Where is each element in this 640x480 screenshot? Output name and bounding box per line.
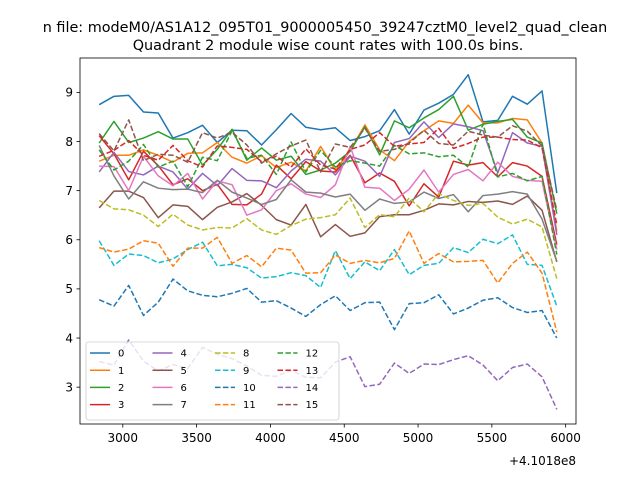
legend-label-1: 1 bbox=[118, 366, 124, 377]
chart-title: Quadrant 2 module wise count rates with … bbox=[133, 38, 524, 54]
y-tick-label: 4 bbox=[65, 331, 73, 345]
legend-label-7: 7 bbox=[181, 400, 187, 411]
legend-label-15: 15 bbox=[306, 400, 319, 411]
legend-label-11: 11 bbox=[243, 400, 256, 411]
x-tick-label: 5500 bbox=[477, 431, 508, 445]
series-line-15 bbox=[98, 119, 558, 211]
x-tick-label: 5000 bbox=[403, 431, 434, 445]
x-tick-label: 3500 bbox=[181, 431, 212, 445]
x-axis-offset-label: +4.1018e8 bbox=[509, 454, 576, 468]
series-line-10 bbox=[98, 278, 558, 339]
series-line-5 bbox=[98, 190, 558, 263]
x-tick-label: 6000 bbox=[550, 431, 581, 445]
x-tick-label: 4000 bbox=[255, 431, 286, 445]
y-tick-label: 3 bbox=[65, 380, 73, 394]
series-line-2 bbox=[98, 95, 558, 214]
series-line-7 bbox=[98, 145, 558, 262]
y-tick-label: 6 bbox=[65, 233, 73, 247]
legend-label-13: 13 bbox=[306, 366, 319, 377]
legend-frame bbox=[85, 341, 340, 421]
series-line-0 bbox=[98, 73, 558, 194]
legend-label-6: 6 bbox=[181, 383, 187, 394]
series-line-9 bbox=[98, 234, 558, 307]
legend-label-0: 0 bbox=[118, 349, 124, 360]
legend-label-12: 12 bbox=[306, 349, 319, 360]
series-line-11 bbox=[98, 230, 558, 333]
series-line-6 bbox=[99, 145, 558, 250]
legend-label-8: 8 bbox=[243, 349, 249, 360]
y-tick-label: 9 bbox=[65, 86, 73, 100]
legend-label-2: 2 bbox=[118, 383, 124, 394]
legend-label-10: 10 bbox=[243, 383, 256, 394]
y-tick-label: 5 bbox=[65, 282, 73, 296]
legend-label-14: 14 bbox=[306, 383, 319, 394]
legend-label-4: 4 bbox=[181, 349, 187, 360]
legend-label-3: 3 bbox=[118, 400, 124, 411]
legend-label-5: 5 bbox=[181, 366, 187, 377]
series-layer bbox=[98, 73, 558, 410]
x-tick-label: 4500 bbox=[329, 431, 360, 445]
series-line-13 bbox=[98, 127, 558, 226]
series-line-8 bbox=[98, 192, 558, 279]
axes-layer: 3000 3500 4000 4500 5000 5500 6000 3 4 5 6 7 8 9 bbox=[65, 86, 581, 445]
x-tick-label: 3000 bbox=[108, 431, 139, 445]
y-tick-label: 7 bbox=[65, 184, 73, 198]
plot-area-frame bbox=[79, 57, 577, 425]
series-line-12 bbox=[98, 123, 558, 255]
y-tick-label: 8 bbox=[65, 135, 73, 149]
legend-label-9: 9 bbox=[243, 366, 249, 377]
chart-suptitle: n file: modeM0/AS1A12_095T01_9000005450_… bbox=[43, 20, 608, 36]
